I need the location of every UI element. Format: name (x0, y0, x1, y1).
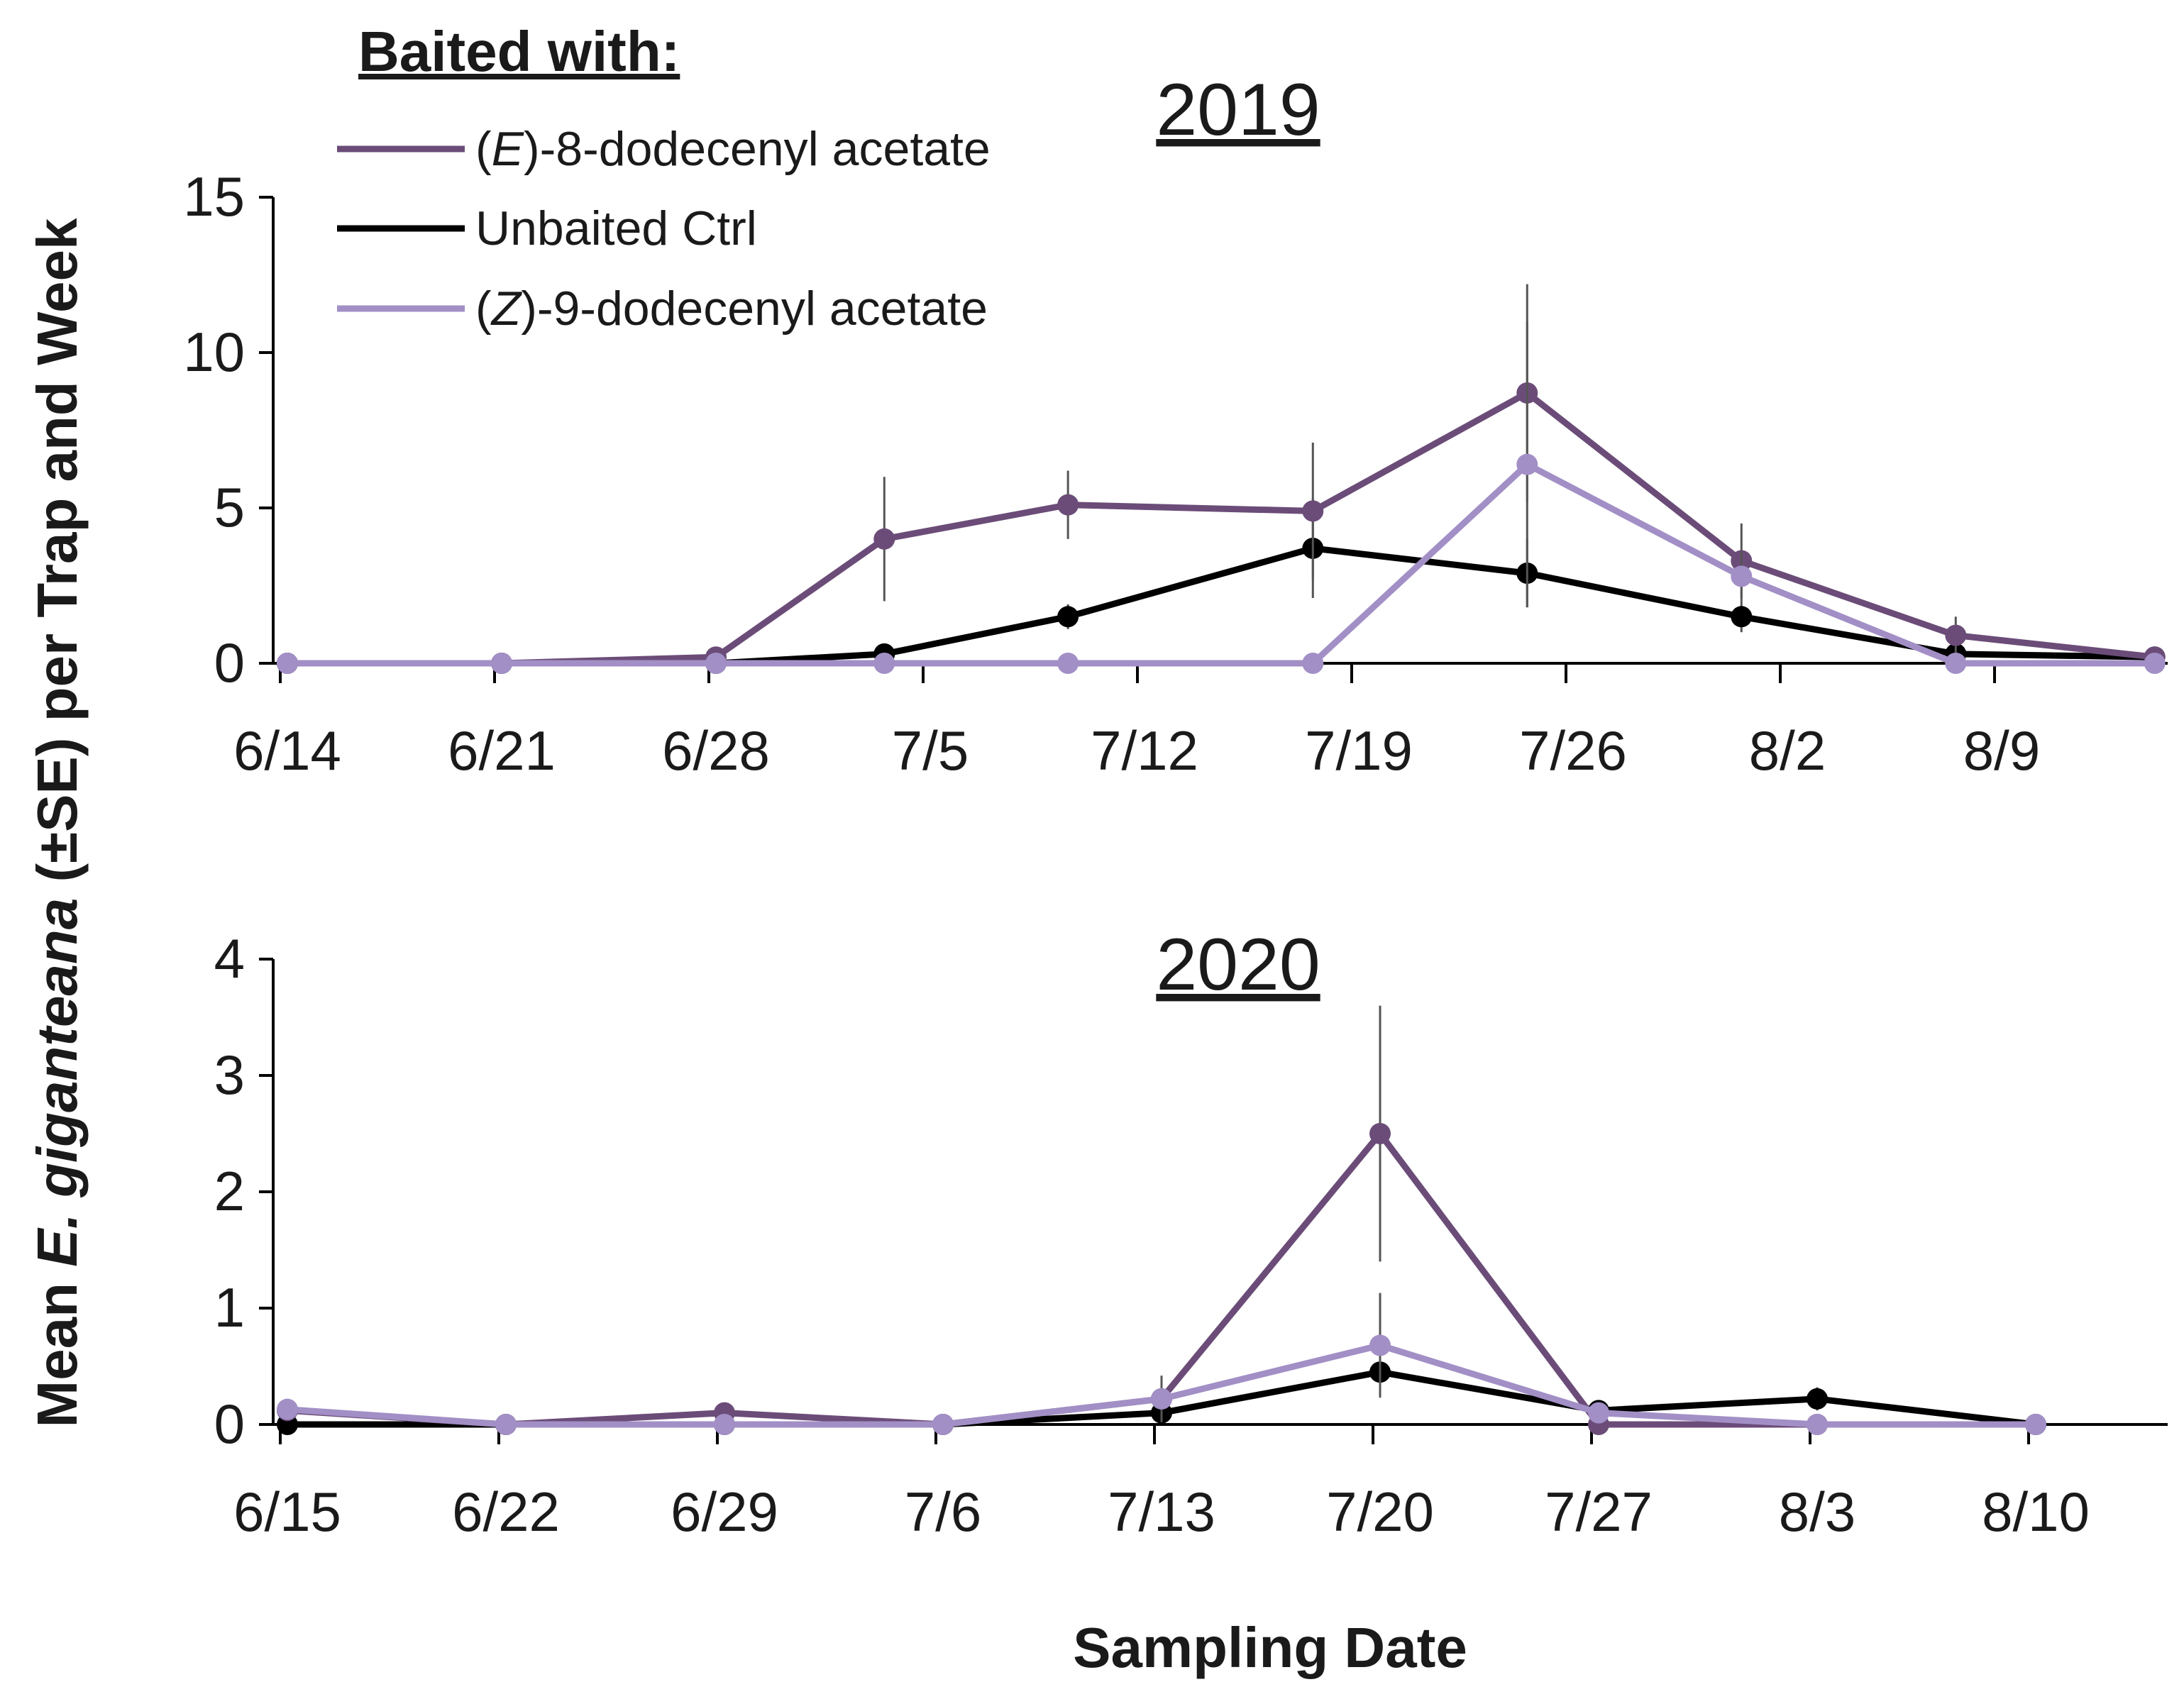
x-tick-label-2019-1: 6/21 (448, 719, 556, 782)
data-point-Z9-2020-8 (2025, 1414, 2046, 1435)
chart-title-2019: 2019 (1156, 69, 1320, 151)
y-tick-label-2020-4: 4 (214, 927, 245, 990)
data-point-Z9-2020-1 (495, 1414, 517, 1435)
data-point-Z9-2019-2 (705, 653, 727, 674)
x-tick-label-2020-8: 8/10 (1982, 1481, 2090, 1543)
data-point-Z9-2020-7 (1807, 1414, 1828, 1435)
data-point-Z9-2019-7 (1731, 565, 1753, 587)
x-tick-label-2019-6: 7/26 (1519, 719, 1627, 782)
legend-title: Baited with: (358, 20, 680, 83)
data-point-Z9-2020-4 (1151, 1388, 1172, 1410)
series-E8-2020 (277, 1005, 2046, 1435)
x-tick-label-2020-2: 6/29 (671, 1481, 778, 1543)
y-tick-label-2019-2: 10 (183, 321, 245, 383)
y-tick-label-2019-0: 0 (214, 631, 245, 694)
x-tick-label-2020-5: 7/20 (1326, 1481, 1434, 1543)
legend-label-ctrl: Unbaited Ctrl (475, 201, 757, 255)
x-tick-label-2020-3: 7/6 (905, 1481, 981, 1543)
y-tick-label-2020-1: 1 (214, 1276, 245, 1339)
y-tick-label-2020-0: 0 (214, 1393, 245, 1455)
y-tick-label-2019-1: 5 (214, 476, 245, 538)
x-tick-label-2019-8: 8/9 (1963, 719, 2040, 782)
series-E8-2019 (277, 284, 2166, 674)
series-Z9-2020 (277, 1293, 2046, 1435)
data-point-Z9-2020-2 (714, 1414, 735, 1435)
data-point-ctrl-2019-4 (1057, 606, 1079, 628)
legend-label-z9: (Z)-9-dodecenyl acetate (475, 282, 988, 336)
data-point-ctrl-2019-7 (1731, 606, 1753, 628)
data-point-Z9-2019-8 (1945, 653, 1967, 674)
x-tick-label-2019-7: 8/2 (1749, 719, 1826, 782)
data-point-Z9-2019-6 (1516, 453, 1538, 475)
data-point-E8-2019-5 (1302, 500, 1324, 522)
y-tick-label-2020-3: 3 (214, 1044, 245, 1106)
data-point-Z9-2020-5 (1369, 1334, 1391, 1356)
data-point-Z9-2019-5 (1302, 653, 1324, 674)
x-tick-label-2019-4: 7/12 (1091, 719, 1198, 782)
series-line-E8-2019 (287, 389, 2156, 667)
data-point-E8-2019-8 (1945, 624, 1967, 646)
data-point-E8-2020-5 (1369, 1123, 1391, 1144)
chart-2020: 2020 0 1 2 3 4 6/15 6/22 6/29 7/6 7/13 7/20 7/27 8/3… (214, 924, 2168, 1543)
legend-label-e8: (E)-8-dodecenyl acetate (475, 122, 991, 176)
x-tick-label-2019-2: 6/28 (662, 719, 770, 782)
data-point-Z9-2019-3 (873, 653, 895, 674)
data-point-Z9-2020-0 (277, 1398, 298, 1420)
x-tick-label-2020-6: 7/27 (1545, 1481, 1653, 1543)
y-tick-label-2020-2: 2 (214, 1160, 245, 1222)
x-tick-label-2020-1: 6/22 (452, 1481, 560, 1543)
series-line-Z9-2019 (287, 461, 2155, 667)
data-point-Z9-2019-0 (277, 653, 298, 674)
data-point-Z9-2019-4 (1057, 653, 1079, 674)
legend: Baited with: (E)-8-dodecenyl acetate Unb… (337, 20, 991, 336)
series-ctrl-2019 (277, 498, 2166, 674)
x-tick-label-2020-0: 6/15 (233, 1481, 341, 1543)
data-point-Z9-2019-9 (2144, 653, 2166, 674)
x-tick-label-2020-7: 8/3 (1779, 1481, 1855, 1543)
y-tick-label-2019-3: 15 (183, 165, 245, 228)
data-point-Z9-2019-1 (491, 653, 512, 674)
x-axis-label: Sampling Date (1073, 1616, 1467, 1679)
x-tick-label-2019-5: 7/19 (1305, 719, 1413, 782)
data-point-E8-2019-3 (873, 528, 895, 550)
y-axis-label: Mean E. giganteana (±SE) per Trap and We… (26, 218, 89, 1428)
data-point-ctrl-2020-7 (1807, 1388, 1828, 1410)
chart-title-2020: 2020 (1156, 924, 1320, 1006)
data-point-E8-2019-4 (1057, 494, 1079, 516)
chart-2019: 2019 0 5 10 15 6/14 6/21 6/28 7/5 7/12 7/19 7/26 8/… (183, 69, 2168, 782)
series-Z9-2019 (277, 321, 2166, 674)
data-point-Z9-2020-6 (1588, 1402, 1609, 1424)
data-point-Z9-2020-3 (932, 1414, 954, 1435)
x-tick-label-2019-0: 6/14 (233, 719, 341, 782)
x-tick-label-2019-3: 7/5 (892, 719, 969, 782)
x-tick-label-2020-4: 7/13 (1108, 1481, 1215, 1543)
